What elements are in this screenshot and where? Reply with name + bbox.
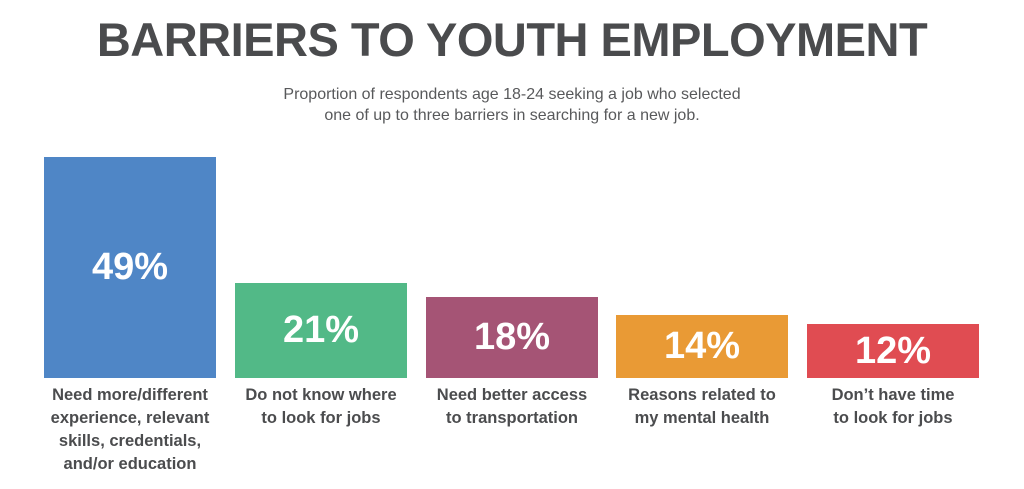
label-line: my mental health [634,409,770,427]
label-line: and/or education [63,455,197,473]
label-line: Do not know where [245,386,397,404]
label-line: Don’t have time [831,386,955,404]
label-line: to look for jobs [833,409,953,427]
bar-value-label: 21% [282,309,360,351]
label-line: skills, credentials, [58,432,202,450]
bar-value-label: 49% [91,246,169,288]
bar-value-label: 14% [663,325,741,367]
bar-experience: 49% [44,157,216,378]
bar-where-to-look: 21% [235,283,407,378]
subtitle-line-2: one of up to three barriers in searching… [324,107,700,124]
chart-title: BARRIERS TO YOUTH EMPLOYMENT [96,13,928,66]
subtitle-line-1: Proportion of respondents age 18-24 seek… [283,86,741,103]
bar-mental-health: 14% [616,315,788,378]
label-line: Need better access [436,386,588,404]
label-line: to transportation [446,409,578,427]
bar-transportation: 18% [426,297,598,378]
category-label-experience: Need more/different experience, relevant… [30,384,230,476]
category-label-transportation: Need better access to transportation [412,384,612,430]
label-line: to look for jobs [261,409,381,427]
bar-value-label: 18% [473,316,551,358]
category-label-where-to-look: Do not know where to look for jobs [221,384,421,430]
label-line: experience, relevant [50,409,210,427]
chart-subtitle: Proportion of respondents age 18-24 seek… [0,84,1024,126]
category-label-mental-health: Reasons related to my mental health [602,384,802,430]
label-line: Reasons related to [628,386,776,404]
bar-no-time: 12% [807,324,979,378]
bar-value-label: 12% [854,329,932,372]
label-line: Need more/different [52,386,208,404]
category-label-no-time: Don’t have time to look for jobs [793,384,993,430]
